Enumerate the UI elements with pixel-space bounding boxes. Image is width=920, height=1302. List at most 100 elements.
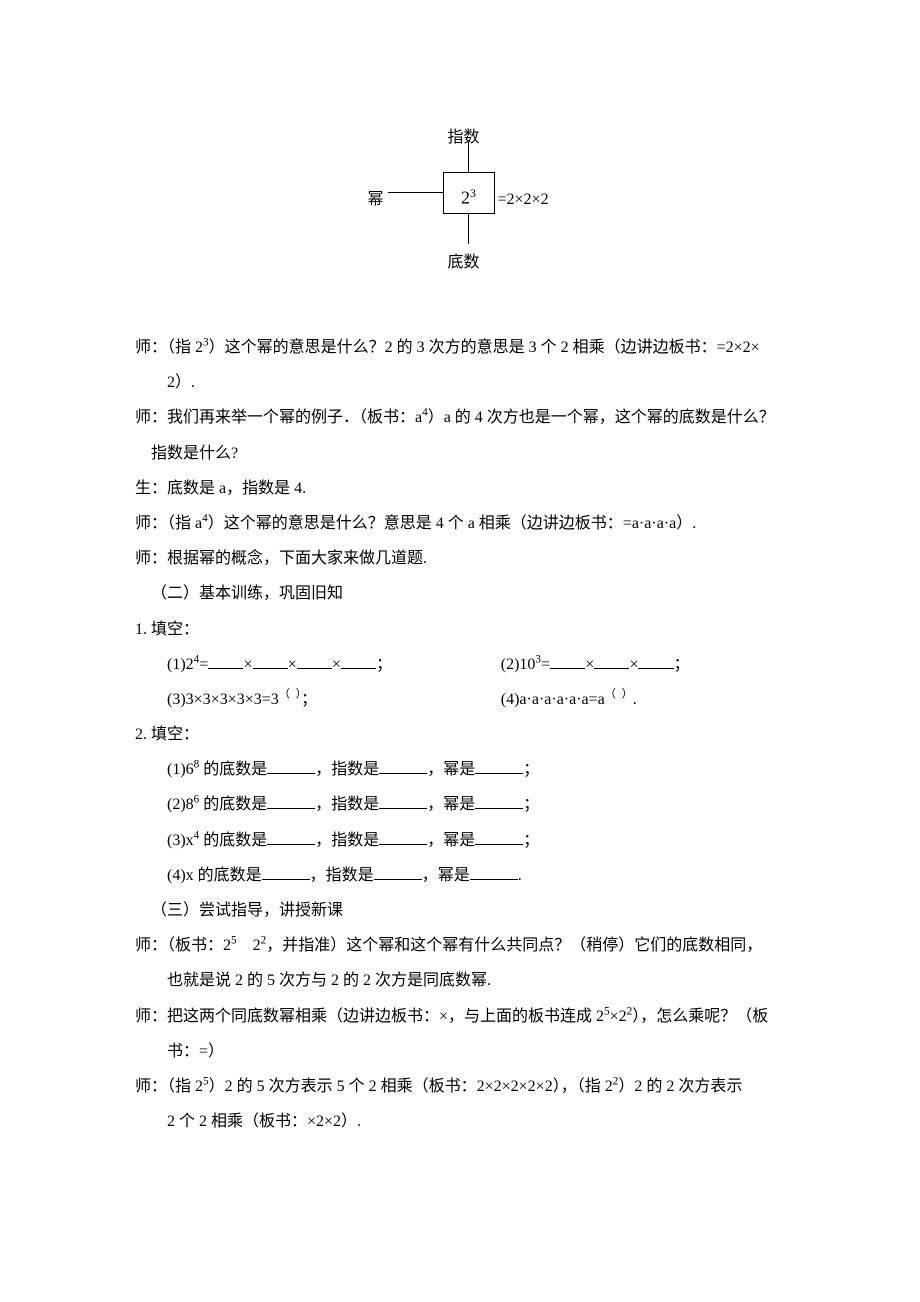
paragraph-line: 生：底数是 a，指数是 4.: [135, 471, 800, 506]
text-run: 师：把这两个同底数幂相乘（边讲边板书：×，与上面的板书连成 2: [135, 1008, 604, 1025]
paragraph-line: 师：（指 25）2 的 5 次方表示 5 个 2 相乘（板书：2×2×2×2×2…: [135, 1069, 800, 1104]
text-run: (4)a·a·a·a·a·a=a: [501, 691, 605, 708]
connector-line-top: [468, 142, 469, 172]
fill-blank: [208, 652, 243, 669]
paragraph-line: 师：（指 a4）这个幂的意思是什么？意思是 4 个 a 相乘（边讲边板书：=a·…: [135, 506, 800, 541]
text-run: ，指数是: [315, 796, 379, 813]
question-item: (1)68 的底数是，指数是，幂是；: [135, 752, 800, 787]
superscript: （ ）: [605, 689, 633, 701]
text-run: 的底数是: [199, 832, 267, 849]
fill-blank: [341, 652, 376, 669]
text-run: 师：（指 2: [135, 1078, 203, 1095]
power-label: 幂: [368, 182, 384, 217]
text-run: 1. 填空：: [135, 621, 199, 638]
fill-blank: [297, 652, 332, 669]
fill-blank: [267, 757, 315, 774]
text-run: ；: [523, 832, 539, 849]
text-run: ×: [629, 656, 638, 673]
question-heading: 2. 填空：: [135, 717, 800, 752]
text-run: 2: [237, 937, 261, 954]
text-run: (1)2: [167, 656, 194, 673]
section-heading: （三）尝试指导，讲授新课: [135, 893, 800, 928]
superscript: （ ）: [279, 689, 301, 701]
text-run: ，幂是: [422, 867, 470, 884]
text-run: (2)8: [167, 796, 194, 813]
paragraph-line: 师：根据幂的概念，下面大家来做几道题.: [135, 541, 800, 576]
question-item: (2)103=××；: [501, 647, 800, 682]
text-run: ；: [301, 691, 317, 708]
power-box: 23: [443, 172, 495, 214]
text-run: ×: [243, 656, 252, 673]
text-run: ，幂是: [427, 796, 475, 813]
fill-blank: [475, 828, 523, 845]
text-run: 的底数是: [199, 796, 267, 813]
document-page: 指数 幂 23 =2×2×2 底数 师：（指 23）这个幂的意思是什么？2 的 …: [0, 0, 920, 1199]
text-run: ；: [674, 656, 690, 673]
text-run: ）2 的 2 次方表示: [618, 1078, 742, 1095]
paragraph-line: 也就是说 2 的 5 次方与 2 的 2 次方是同底数幂.: [135, 963, 800, 998]
text-run: .: [518, 867, 522, 884]
fill-blank: [594, 652, 629, 669]
paragraph-line: 师：我们再来举一个幂的例子．（板书：a4）a 的 4 次方也是一个幂，这个幂的底…: [135, 400, 800, 435]
paragraph-line: 2）.: [135, 365, 800, 400]
fill-blank: [470, 863, 518, 880]
text-run: ，指数是: [315, 761, 379, 778]
text-run: ），怎么乘呢？（板: [632, 1008, 768, 1025]
question-item: (4)x 的底数是，指数是，幂是.: [135, 858, 800, 893]
base-value: 2: [461, 187, 470, 207]
fill-blank: [374, 863, 422, 880]
fill-blank: [267, 792, 315, 809]
text-run: 2. 填空：: [135, 726, 199, 743]
fill-blank: [253, 652, 288, 669]
base-label: 底数: [448, 245, 480, 280]
text-run: 师：根据幂的概念，下面大家来做几道题.: [135, 550, 427, 567]
text-run: .: [633, 691, 637, 708]
text-run: (1)6: [167, 761, 194, 778]
fill-blank: [550, 652, 585, 669]
text-run: (3)x: [167, 832, 194, 849]
text-run: （三）尝试指导，讲授新课: [151, 902, 343, 919]
text-run: (2)10: [501, 656, 536, 673]
text-run: （二）基本训练，巩固旧知: [151, 585, 343, 602]
text-run: ）2 的 5 次方表示 5 个 2 相乘（板书：2×2×2×2×2），（指 2: [209, 1078, 613, 1095]
text-run: ）a 的 4 次方也是一个幂，这个幂的底数是什么？: [428, 409, 775, 426]
text-run: ，并指准）这个幂和这个幂有什么共同点？（稍停）它们的底数相同，: [266, 937, 762, 954]
text-run: ；: [523, 761, 539, 778]
fill-blank: [475, 757, 523, 774]
text-run: 师：我们再来举一个幂的例子．（板书：a: [135, 409, 422, 426]
question-item: (3)x4 的底数是，指数是，幂是；: [135, 823, 800, 858]
text-run: 生：底数是 a，指数是 4.: [135, 480, 306, 497]
text-run: ×: [585, 656, 594, 673]
text-run: ；: [523, 796, 539, 813]
text-run: 师：（指 a: [135, 515, 202, 532]
text-run: 2）.: [167, 374, 195, 391]
text-run: 也就是说 2 的 5 次方与 2 的 2 次方是同底数幂.: [167, 972, 491, 989]
question-item: (3)3×3×3×3×3=3（ ）；: [135, 682, 501, 717]
text-run: 的底数是: [199, 761, 267, 778]
text-run: ）这个幂的意思是什么？意思是 4 个 a 相乘（边讲边板书：=a·a·a·a）.: [208, 515, 697, 532]
exponent-label: 指数: [448, 120, 480, 155]
paragraph-line: 指数是什么?: [135, 436, 800, 471]
fill-blank: [475, 792, 523, 809]
paragraph-line: 2 个 2 相乘（板书：×2×2）.: [135, 1104, 800, 1139]
text-run: (3)3×3×3×3×3=3: [167, 691, 279, 708]
two-column-row: (1)24=×××； (2)103=××；: [135, 647, 800, 682]
text-run: 书：=）: [167, 1043, 224, 1060]
text-run: (4)x 的底数是: [167, 867, 262, 884]
exponent-value: 3: [470, 186, 476, 200]
section-heading: （二）基本训练，巩固旧知: [135, 576, 800, 611]
text-run: 指数是什么?: [151, 445, 238, 462]
paragraph-line: 师：（板书：25 22，并指准）这个幂和这个幂有什么共同点？（稍停）它们的底数相…: [135, 928, 800, 963]
power-diagram: 指数 幂 23 =2×2×2 底数: [328, 120, 608, 290]
fill-blank: [379, 757, 427, 774]
question-item: (2)86 的底数是，指数是，幂是；: [135, 787, 800, 822]
paragraph-line: 师：把这两个同底数幂相乘（边讲边板书：×，与上面的板书连成 25×22），怎么乘…: [135, 999, 800, 1034]
paragraph-line: 师：（指 23）这个幂的意思是什么？2 的 3 次方的意思是 3 个 2 相乘（…: [135, 330, 800, 365]
text-run: ，幂是: [427, 832, 475, 849]
text-run: ×2: [610, 1008, 627, 1025]
text-run: 师：（板书：2: [135, 937, 231, 954]
text-run: ×: [332, 656, 341, 673]
text-run: =: [541, 656, 550, 673]
text-run: =: [199, 656, 208, 673]
fill-blank: [379, 828, 427, 845]
